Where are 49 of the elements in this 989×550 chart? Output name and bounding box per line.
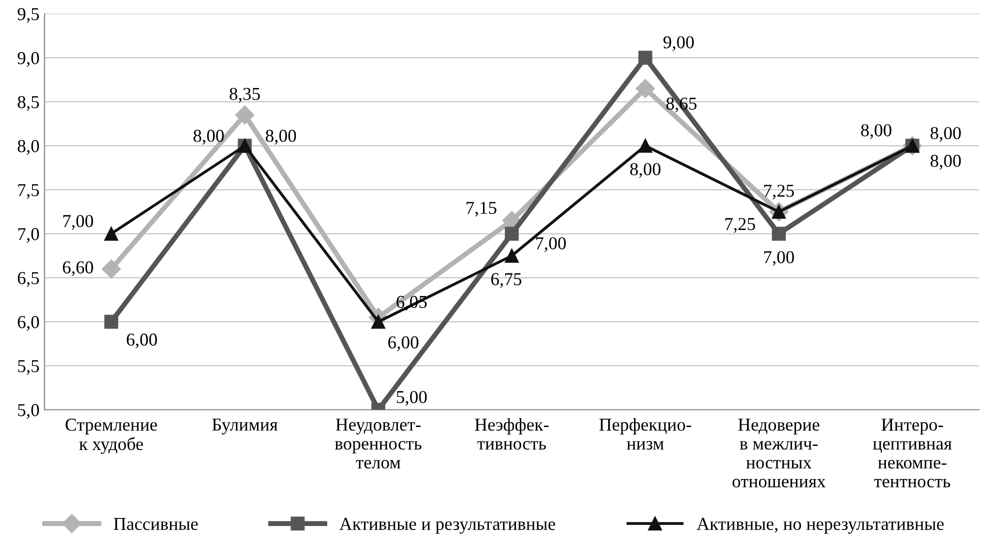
x-tick-label: Перфекцио- низм [599,418,692,450]
y-tick-label: 6,5 [18,272,39,287]
data-label: 7,00 [764,251,794,266]
y-tick-label: 7,0 [18,228,39,243]
data-label: 7,00 [63,214,94,230]
y-tick-label: 7,5 [18,184,39,199]
data-label: 8,00 [930,154,961,170]
y-tick-label: 8,5 [18,96,39,111]
x-tick-label: Интеро- цептивная некомпе- тентность [872,418,952,488]
x-tick-label: Недоверие в межлич- ностных отношениях [732,418,826,488]
data-label: 8,00 [266,130,296,145]
point [104,226,118,241]
point [235,105,254,124]
legend-label: Активные и результативные [339,518,556,534]
data-label: 7,25 [725,218,756,233]
data-label: 8,00 [930,126,961,142]
x-tick-label: Булимия [212,418,278,434]
y-tick-label: 6,0 [18,316,39,331]
data-label: 7,15 [466,202,496,217]
point [504,248,519,263]
data-label: 8,00 [194,130,224,145]
point [636,79,655,98]
y-tick-label: 5,0 [18,404,39,419]
legend-label: Активные, но нерезультативные [696,518,944,534]
data-label: 5,00 [396,390,427,406]
y-tick-label: 9,5 [18,8,39,23]
point [504,226,519,241]
data-label: 6,00 [388,336,418,352]
data-label: 7,00 [536,237,566,252]
y-tick-label: 8,0 [18,140,39,155]
data-label: 6,00 [126,334,157,348]
point [102,259,121,278]
data-label: 6,60 [62,261,94,276]
data-label: 8,35 [230,88,260,103]
point [638,138,652,153]
point [638,50,652,65]
data-label: 6,75 [491,273,522,288]
point [772,226,786,241]
x-tick-label: Неэффек- тивность [474,418,549,450]
data-label: 7,25 [764,184,794,200]
data-label: 9,00 [663,36,694,51]
legend-label: Пассивные [114,518,198,530]
y-tick-label: 9,0 [18,52,39,67]
x-tick-label: Стремление к худобе [66,418,158,454]
point [104,314,118,329]
data-label: 8,00 [630,163,660,178]
x-tick-label: Неудовлет- воренность телом [334,418,422,469]
data-label: 8,00 [861,124,892,139]
y-tick-label: 5,5 [18,360,39,375]
